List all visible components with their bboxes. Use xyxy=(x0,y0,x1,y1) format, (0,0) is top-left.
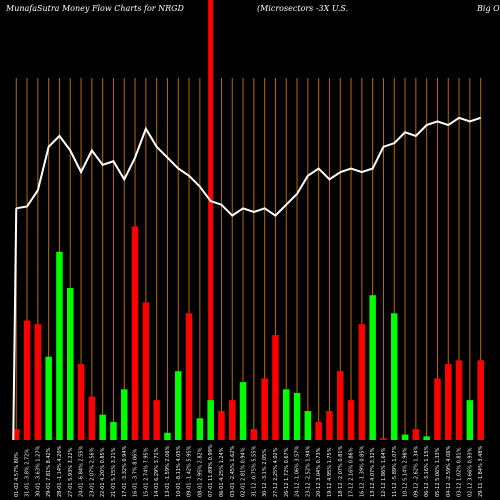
bar xyxy=(99,414,106,440)
x-tick-label: 07-01 11.89% 0.99% xyxy=(208,444,214,497)
bar xyxy=(45,356,52,440)
x-tick-label: 05-12 5.06% 1.33% xyxy=(435,447,441,497)
x-tick-label: 18-12 -2.07% 0.81% xyxy=(338,445,344,497)
bar xyxy=(121,389,128,440)
price-line-tail xyxy=(12,208,18,441)
x-tick-label: 26-12 1.72% 0.67% xyxy=(284,447,290,497)
x-tick-label: 30-12 -3.1% 2.05% xyxy=(262,449,268,497)
chart-title-right: Big Oil xyxy=(477,4,500,13)
x-tick-label: 31-12 -0.75% 5.55% xyxy=(251,445,257,497)
x-tick-label: 06-01 4.25% 1.24% xyxy=(219,447,225,497)
price-line-group xyxy=(12,116,481,441)
bar xyxy=(445,363,452,440)
x-tick-label: 10-01 -8.11% 4.05% xyxy=(176,445,182,497)
bar xyxy=(283,389,290,440)
x-tick-label: 13-01 -1.59% 2.06% xyxy=(165,445,171,497)
bar xyxy=(272,335,279,440)
bar xyxy=(175,371,182,440)
volume-bars xyxy=(13,226,484,440)
x-tick-label: 24-12 -1.06% 3.57% xyxy=(295,445,301,497)
x-tick-label: 17-01 -3.32% 0.94% xyxy=(122,445,128,497)
x-tick-label: 16-01 -3.7% 8.06% xyxy=(133,449,139,497)
bar xyxy=(131,226,139,440)
x-tick-label: 21-01 5.15% 3.21% xyxy=(111,447,117,497)
chart-title: MunafaSutra Money Flow Charts for NRGD xyxy=(6,4,184,13)
x-tick-label: 29-01 7.81% 8.42% xyxy=(46,447,52,497)
x-tick-label: 08-01 2.95% 2.82% xyxy=(197,447,203,497)
x-tick-label: 23-01 2.07% 2.56% xyxy=(89,447,95,497)
x-tick-label: 27-12 2.25% 4.02% xyxy=(273,447,279,497)
x-tick-label: 11-12 -5.89% 1.07% xyxy=(392,445,398,497)
price-line xyxy=(16,116,481,217)
bar xyxy=(110,421,117,440)
bar xyxy=(391,313,398,440)
bar xyxy=(153,400,160,440)
chart-subtitle: (Microsectors -3X U.S. xyxy=(257,4,349,13)
bar xyxy=(358,324,366,440)
x-tick-label: 24-01 -6.84% 2.55% xyxy=(79,445,85,497)
x-tick-label: 31-01 -3.8% 2.72% xyxy=(25,449,31,497)
bar xyxy=(455,360,463,440)
bar xyxy=(304,411,312,440)
x-tick-label: 01-02 4.57% 80% xyxy=(14,452,20,497)
x-tick-label: 13-12 4.07% 3.32% xyxy=(370,447,376,497)
x-tick-label: 19-12 4.95% 1.75% xyxy=(327,447,333,497)
x-tick-label: 02-12 3.66% 0.93% xyxy=(467,447,473,497)
highlight-column xyxy=(208,0,214,440)
x-tick-label: 10-12 5.14% 2.98% xyxy=(403,447,409,497)
x-tick-label: 09-12 -2.62% 1.34% xyxy=(413,445,419,497)
x-tick-label: 28-01 -1.14% 4.20% xyxy=(57,445,63,497)
bar xyxy=(261,378,268,440)
bar xyxy=(77,363,85,440)
x-tick-label: 14-01 6.29% 3.71% xyxy=(154,447,160,497)
bar xyxy=(207,400,214,440)
bar xyxy=(218,411,225,440)
x-tick-label: 09-01 -1.42% 5.95% xyxy=(187,445,193,497)
bar xyxy=(466,400,474,440)
bar xyxy=(34,324,42,440)
bar xyxy=(164,432,171,440)
bar xyxy=(315,421,322,440)
x-tick-label: 15-01 2.74% 7.95% xyxy=(143,447,149,497)
bar xyxy=(380,438,387,440)
x-tick-label: 20-12 3.04% 0.73% xyxy=(316,447,322,497)
bar xyxy=(88,396,96,440)
bar xyxy=(337,371,344,440)
x-tick-label: 12-12 1.86% 1.64% xyxy=(381,447,387,497)
x-tick-label: 17-12 2.16% 0.86% xyxy=(349,447,355,497)
x-tick-label: 16-12 -1.39% 0.85% xyxy=(359,445,365,497)
bar xyxy=(423,436,430,440)
bar xyxy=(229,400,236,440)
bar xyxy=(434,378,441,440)
bar xyxy=(23,320,31,440)
bar xyxy=(185,313,193,440)
x-tick-label: 03-12 1.02% 0.81% xyxy=(457,447,463,497)
x-tick-label: 02-01 2.81% 0.94% xyxy=(241,447,247,497)
bar xyxy=(239,382,247,440)
x-tick-label: 04-12 -2.59% 4.06% xyxy=(446,445,452,497)
bar xyxy=(142,302,150,440)
bar xyxy=(196,418,204,440)
x-tick-label: 30-01 -3.63% 1.27% xyxy=(35,445,41,497)
x-tick-label: 27-01 5.93% 3.22% xyxy=(68,447,74,497)
x-tick-label: 22-01 4.20% 0.85% xyxy=(100,447,106,497)
x-tick-label: 23-12 -2.52% 1.94% xyxy=(305,445,311,497)
bar xyxy=(293,392,301,440)
x-axis-labels: 01-02 4.57% 80% 31-01 -3.8% 2.72% 30-01 -3… xyxy=(14,444,484,497)
bar xyxy=(326,411,333,440)
bar xyxy=(13,429,20,440)
bar xyxy=(347,400,355,440)
bar xyxy=(56,251,63,440)
bar xyxy=(401,434,409,440)
bar xyxy=(250,429,258,440)
bar xyxy=(477,360,484,440)
x-tick-label: 06-12 -3.16% 1.15% xyxy=(424,445,430,497)
grid-lines xyxy=(15,0,482,440)
bar xyxy=(369,295,376,440)
bar xyxy=(67,287,74,440)
bar xyxy=(412,429,420,440)
x-tick-label: 29-11 -1.84% 3.48% xyxy=(478,445,484,497)
x-tick-label: 03-01 -2.45% 1.62% xyxy=(230,445,236,497)
